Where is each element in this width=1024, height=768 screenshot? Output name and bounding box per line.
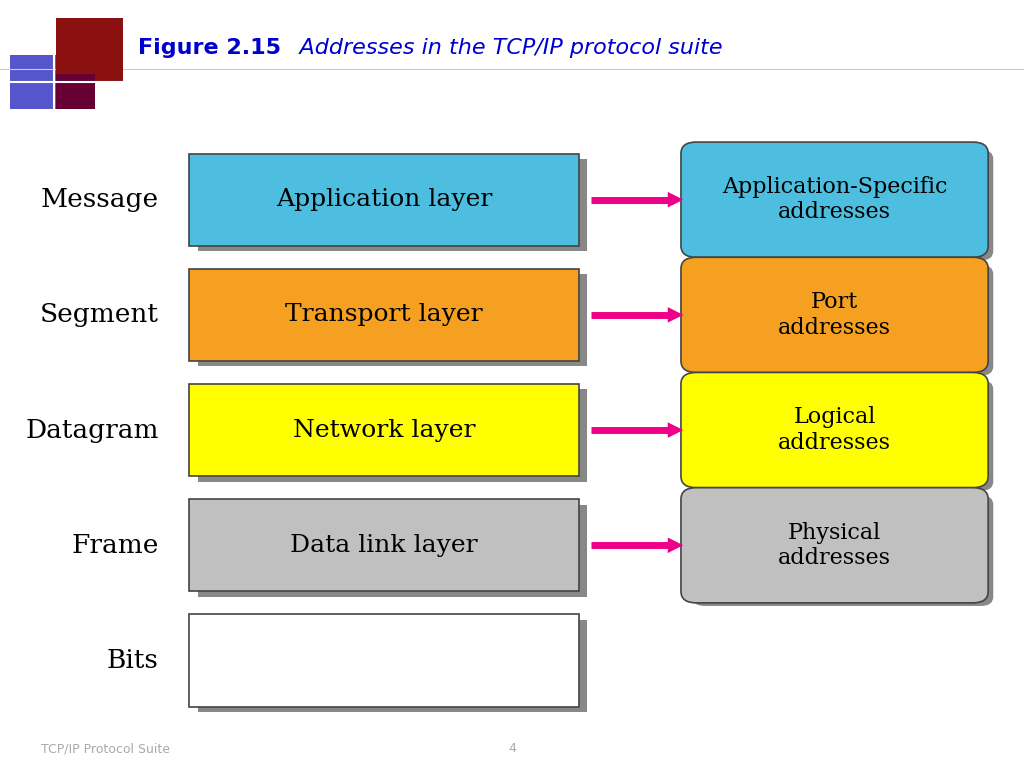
FancyBboxPatch shape	[692, 150, 993, 260]
FancyBboxPatch shape	[56, 18, 123, 81]
FancyBboxPatch shape	[10, 55, 72, 109]
FancyBboxPatch shape	[198, 620, 587, 712]
FancyBboxPatch shape	[189, 384, 579, 476]
Text: Addresses in the TCP/IP protocol suite: Addresses in the TCP/IP protocol suite	[271, 38, 723, 58]
Text: 4: 4	[508, 743, 516, 755]
FancyBboxPatch shape	[189, 499, 579, 591]
FancyBboxPatch shape	[681, 488, 988, 603]
FancyBboxPatch shape	[681, 142, 988, 257]
Text: Datagram: Datagram	[26, 418, 159, 442]
Text: Figure 2.15: Figure 2.15	[138, 38, 282, 58]
Text: Data link layer: Data link layer	[290, 534, 478, 557]
Text: Message: Message	[41, 187, 159, 212]
FancyBboxPatch shape	[189, 154, 579, 246]
Text: Frame: Frame	[72, 533, 159, 558]
FancyBboxPatch shape	[692, 495, 993, 606]
FancyBboxPatch shape	[198, 274, 587, 366]
FancyBboxPatch shape	[692, 265, 993, 376]
FancyBboxPatch shape	[56, 74, 95, 109]
Text: Application-Specific
addresses: Application-Specific addresses	[722, 176, 947, 223]
Text: Network layer: Network layer	[293, 419, 475, 442]
Text: Segment: Segment	[40, 303, 159, 327]
FancyBboxPatch shape	[681, 257, 988, 372]
FancyBboxPatch shape	[189, 614, 579, 707]
FancyBboxPatch shape	[198, 389, 587, 482]
Text: TCP/IP Protocol Suite: TCP/IP Protocol Suite	[41, 743, 170, 755]
FancyBboxPatch shape	[198, 159, 587, 251]
Text: Logical
addresses: Logical addresses	[778, 406, 891, 454]
Text: Port
addresses: Port addresses	[778, 291, 891, 339]
Text: Physical
addresses: Physical addresses	[778, 521, 891, 569]
Text: Transport layer: Transport layer	[286, 303, 482, 326]
FancyBboxPatch shape	[681, 372, 988, 488]
Text: Application layer: Application layer	[275, 188, 493, 211]
Text: Bits: Bits	[106, 648, 159, 673]
FancyBboxPatch shape	[692, 380, 993, 491]
FancyBboxPatch shape	[198, 505, 587, 597]
FancyBboxPatch shape	[189, 269, 579, 361]
